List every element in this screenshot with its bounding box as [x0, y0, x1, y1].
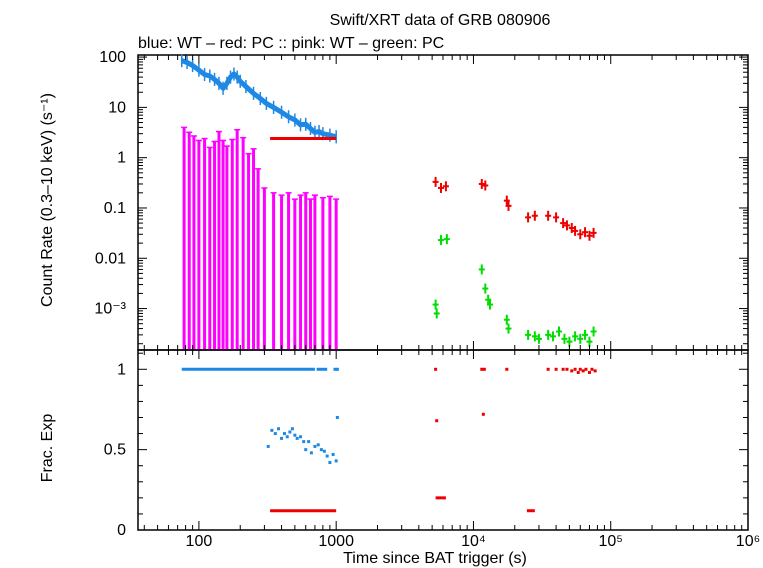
x-tick-label: 1000: [318, 533, 354, 550]
exposure-point: [309, 451, 313, 455]
y-axis-label-count-rate: Count Rate (0.3–10 keV) (s⁻¹): [39, 93, 56, 307]
exposure-point: [554, 367, 558, 371]
x-tick-label: 10⁵: [599, 533, 623, 550]
x-tick-label: 100: [186, 533, 213, 550]
exposure-point: [573, 367, 577, 371]
exposure-point: [313, 444, 317, 448]
exposure-point: [316, 443, 320, 447]
exposure-point: [331, 452, 335, 456]
exposure-point: [266, 444, 270, 448]
exposure-point: [270, 428, 274, 432]
exposure-point: [276, 427, 280, 431]
exposure-point: [561, 367, 565, 371]
exposure-point: [322, 449, 326, 453]
count-rate-frame: [137, 54, 749, 351]
exposure-point: [299, 435, 303, 439]
exposure-point: [587, 371, 591, 374]
exposure-point: [304, 448, 308, 452]
exposure-point: [295, 436, 299, 440]
y-tick-label: 100: [99, 49, 126, 66]
frac-exp-frame: [137, 349, 749, 531]
exposure-point: [481, 412, 485, 416]
y-tick-label: 1: [117, 361, 126, 378]
exposure-point: [290, 427, 294, 431]
x-tick-label: 10⁴: [461, 533, 486, 550]
exposure-point: [593, 369, 597, 373]
y-tick-label: 0.1: [104, 200, 126, 217]
exposure-point: [282, 432, 286, 436]
x-axis-label: Time since BAT trigger (s): [343, 550, 527, 567]
chart-title: Swift/XRT data of GRB 080906: [330, 12, 551, 29]
frac-exp-panel: 100 1000 10⁴ 10⁵ 10⁶ 1 0.5 0: [104, 55, 760, 550]
count-rate-panel: 100 10 1 0.1 0.01 10⁻³: [94, 49, 749, 530]
exposure-point: [288, 430, 292, 434]
exposure-point: [578, 367, 582, 371]
exposure-point: [590, 367, 594, 371]
exposure-point: [576, 371, 580, 374]
series-legend: blue: WT – red: PC :: pink: WT – green: …: [138, 35, 444, 52]
exposure-point: [333, 367, 337, 371]
y-tick-label: 0.01: [95, 250, 126, 267]
exposure-point: [434, 367, 438, 371]
exposure-point: [570, 369, 574, 373]
exposure-point: [335, 416, 339, 419]
y-axis-label-frac-exp: Frac. Exp: [39, 414, 56, 483]
exposure-point: [319, 448, 323, 452]
exposure-point: [581, 369, 585, 373]
exposure-point: [435, 419, 439, 423]
exposure-point: [328, 461, 332, 464]
exposure-point: [285, 435, 289, 439]
y-tick-label: 0.5: [104, 442, 126, 459]
exposure-point: [302, 440, 306, 444]
exposure-point: [307, 440, 311, 444]
exposure-point: [482, 367, 486, 371]
exposure-point: [584, 367, 588, 371]
exposure-point: [505, 367, 509, 371]
exposure-point: [335, 367, 339, 371]
exposure-point: [293, 433, 297, 437]
y-tick-label: 1: [117, 150, 126, 167]
y-tick-label: 10: [108, 99, 126, 116]
exposure-point: [325, 454, 329, 458]
exposure-point: [480, 367, 484, 371]
exposure-point: [273, 432, 277, 436]
x-tick-label: 10⁶: [736, 533, 760, 550]
exposure-point: [334, 459, 338, 463]
y-tick-label: 0: [117, 522, 126, 539]
y-tick-label: 10⁻³: [94, 301, 126, 318]
exposure-point: [546, 367, 550, 371]
exposure-point: [280, 436, 284, 440]
exposure-point: [565, 367, 569, 371]
